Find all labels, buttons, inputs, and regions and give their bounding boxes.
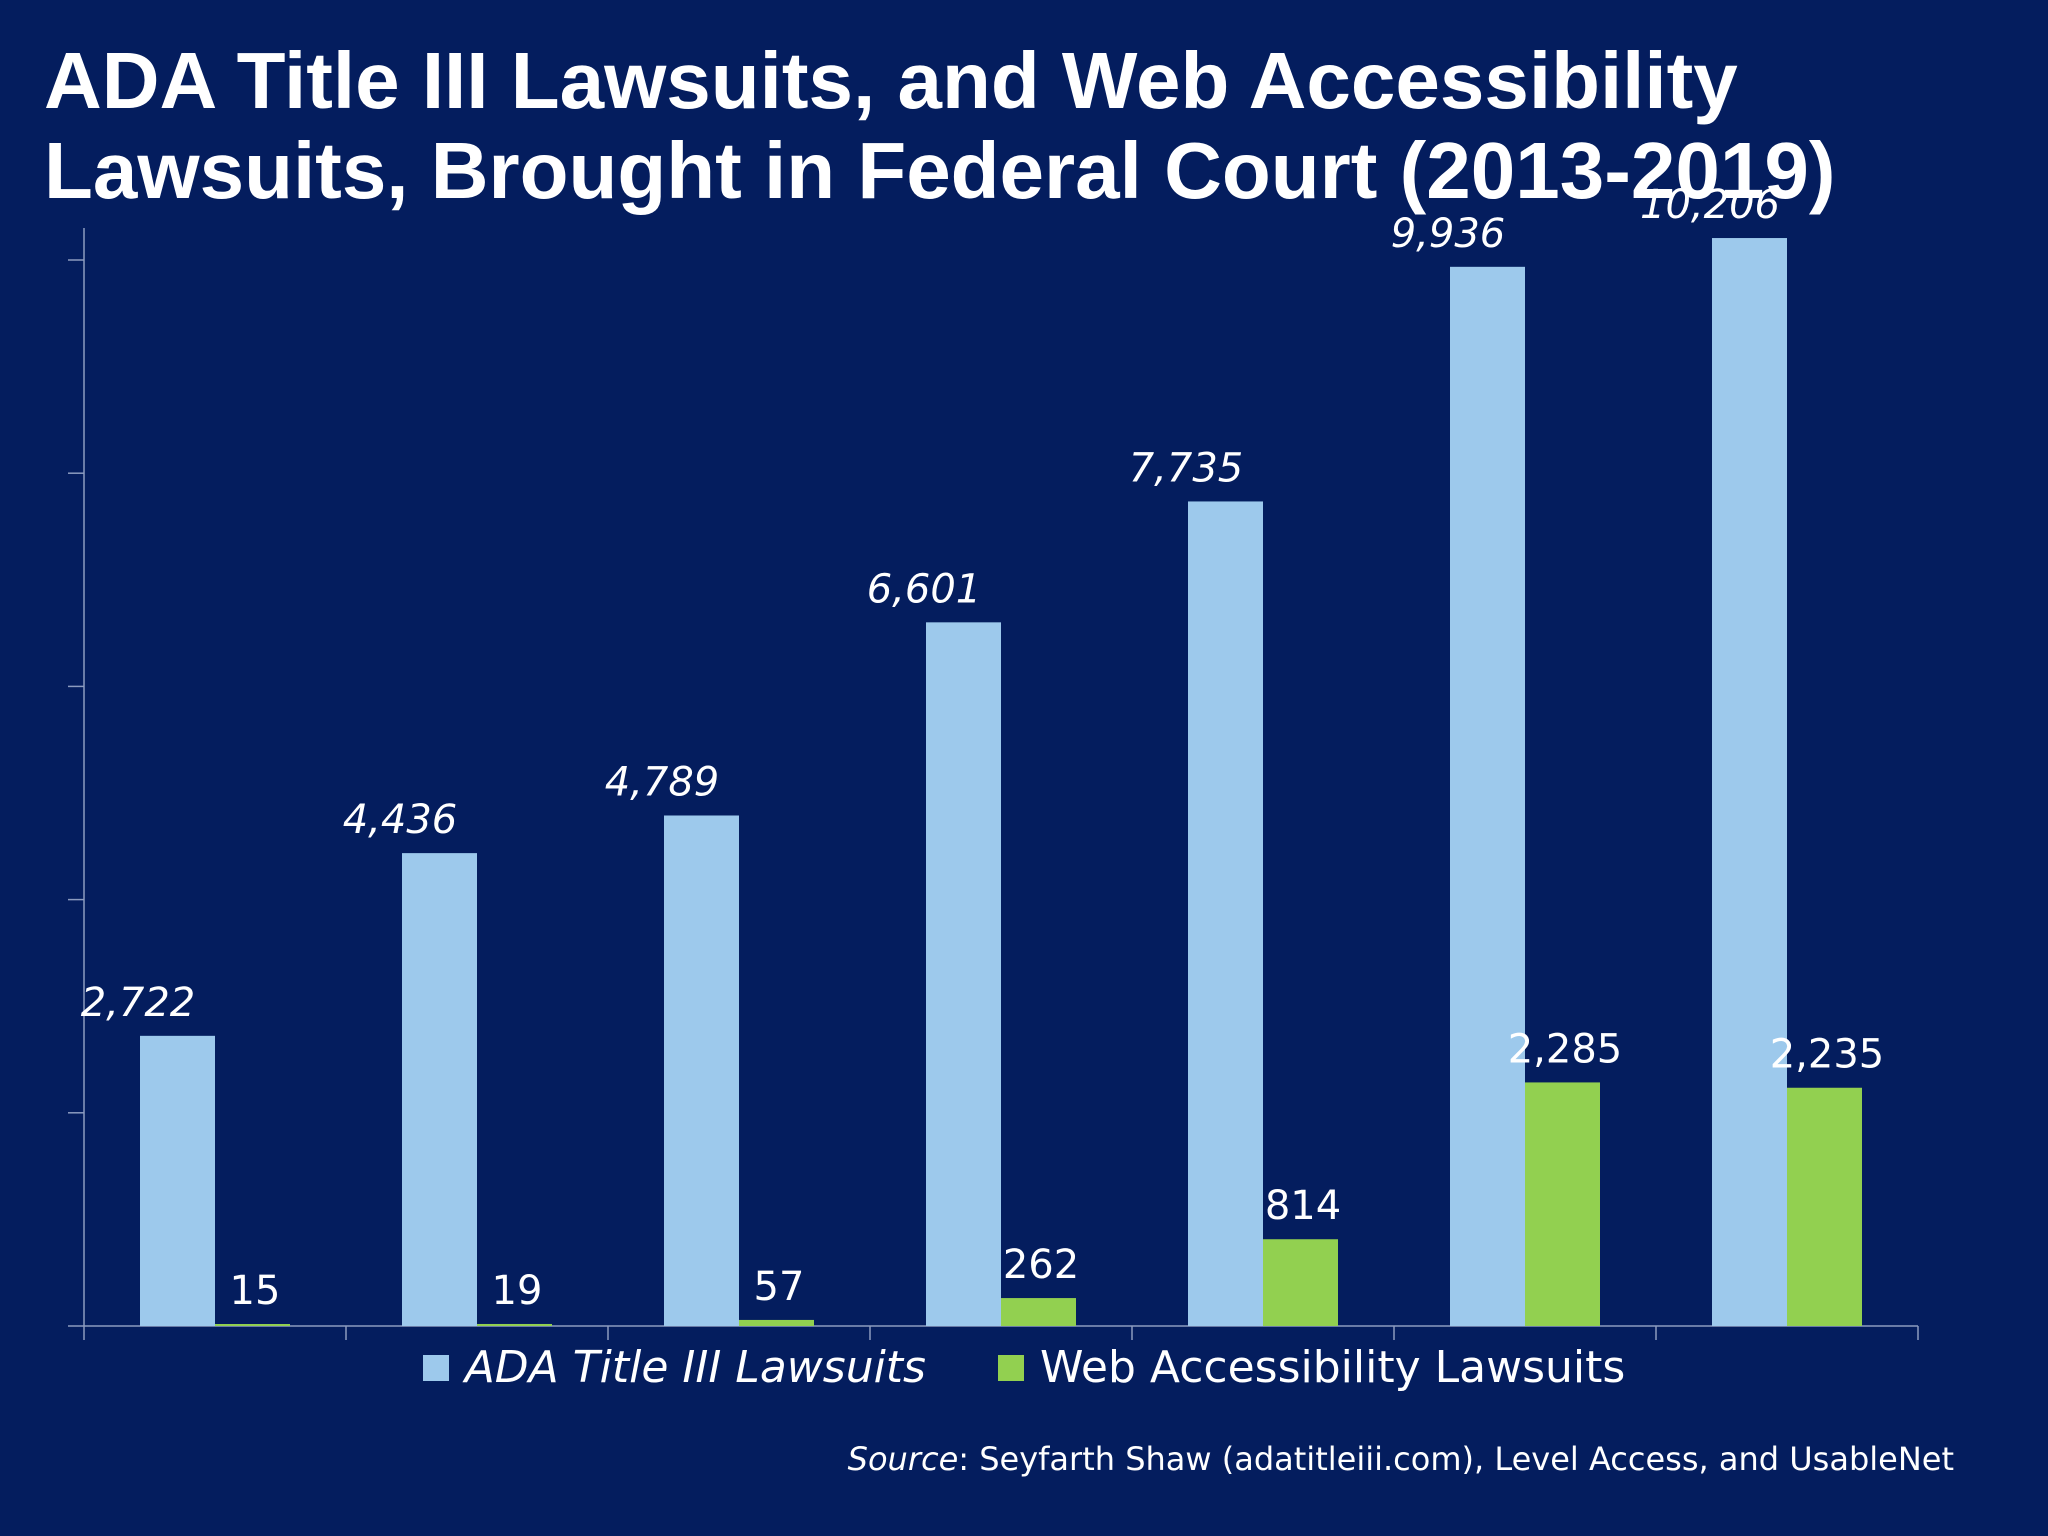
chart-legend: ADA Title III Lawsuits Web Accessibility… bbox=[0, 1342, 2048, 1393]
web-bar-3 bbox=[1001, 1298, 1076, 1326]
web-value-label-5: 2,285 bbox=[1508, 1026, 1623, 1072]
web-value-label-4: 814 bbox=[1265, 1183, 1341, 1229]
legend-swatch-ada bbox=[422, 1354, 449, 1381]
web-value-label-3: 262 bbox=[1003, 1242, 1079, 1288]
web-value-label-0: 15 bbox=[230, 1268, 281, 1314]
legend-item-ada: ADA Title III Lawsuits bbox=[422, 1342, 926, 1393]
ada-bar-2 bbox=[664, 815, 739, 1326]
ada-value-label-3: 6,601 bbox=[867, 566, 982, 612]
legend-label-web: Web Accessibility Lawsuits bbox=[1039, 1342, 1626, 1393]
web-value-label-1: 19 bbox=[492, 1268, 543, 1314]
web-bar-0 bbox=[215, 1324, 290, 1326]
ada-value-label-5: 9,936 bbox=[1391, 211, 1506, 257]
web-bar-1 bbox=[477, 1323, 552, 1326]
ada-bar-5 bbox=[1450, 266, 1525, 1326]
chart-bars bbox=[140, 238, 1862, 1327]
legend-swatch-web bbox=[997, 1354, 1024, 1381]
web-value-label-2: 57 bbox=[754, 1264, 805, 1310]
legend-item-web: Web Accessibility Lawsuits bbox=[997, 1342, 1626, 1393]
ada-bar-0 bbox=[140, 1035, 215, 1326]
ada-value-label-6: 10,206 bbox=[1640, 182, 1780, 228]
ada-bar-1 bbox=[402, 853, 477, 1326]
chart-data-labels: 2,722 4,436 4,789 6,601 7,735 9,936 10,206 15 19… bbox=[81, 182, 1885, 1314]
ada-value-label-1: 4,436 bbox=[343, 797, 458, 843]
ada-value-label-0: 2,722 bbox=[81, 980, 196, 1026]
web-bar-4 bbox=[1263, 1239, 1338, 1326]
ada-value-label-4: 7,735 bbox=[1129, 445, 1244, 491]
ada-bar-6 bbox=[1712, 238, 1787, 1326]
chart-title: ADA Title III Lawsuits, and Web Accessib… bbox=[44, 36, 1836, 215]
web-bar-2 bbox=[739, 1319, 814, 1326]
source-label: Source bbox=[847, 1440, 959, 1478]
web-value-label-6: 2,235 bbox=[1770, 1032, 1885, 1078]
ada-bar-4 bbox=[1188, 501, 1263, 1327]
source-note: Source: Seyfarth Shaw (adatitleiii.com),… bbox=[848, 1440, 1954, 1478]
legend-label-ada: ADA Title III Lawsuits bbox=[464, 1342, 926, 1393]
ada-value-label-2: 4,789 bbox=[605, 759, 720, 805]
ada-bar-3 bbox=[926, 622, 1001, 1326]
source-text: : Seyfarth Shaw (adatitleiii.com), Level… bbox=[958, 1440, 1954, 1478]
web-bar-6 bbox=[1787, 1087, 1862, 1326]
web-bar-5 bbox=[1525, 1082, 1600, 1326]
